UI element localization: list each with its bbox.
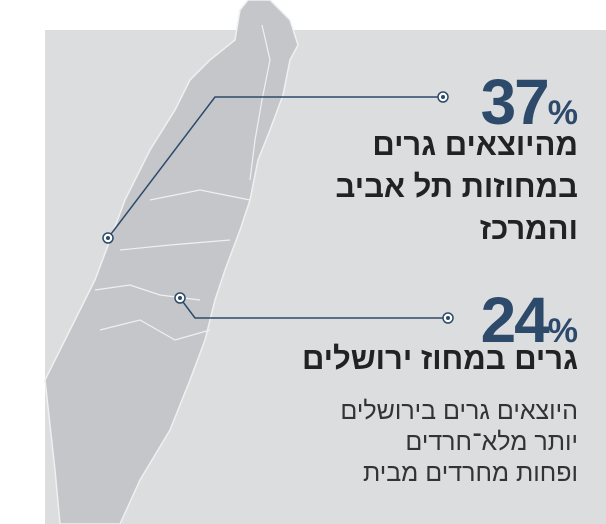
stat-text: מהיוצאים גרים במחוזות תל אביב והמרכז (336, 124, 579, 250)
connector (107, 96, 443, 239)
text-line: מהיוצאים גרים (372, 127, 578, 162)
text-line: במחוזות תל אביב (335, 169, 579, 204)
text-line: גרים במחוז ירושלים (301, 341, 578, 376)
connector (179, 297, 448, 319)
stat-text: גרים במחוז ירושלים (302, 338, 578, 380)
text-line: והמרכז (479, 211, 578, 246)
note-line: ופחות מחרדים מבית (362, 459, 578, 487)
district-borders (94, 24, 271, 341)
number: 24 (480, 284, 550, 356)
unit: % (547, 312, 578, 350)
map (44, 0, 299, 524)
number: 37 (480, 66, 550, 138)
markers (102, 91, 454, 324)
stat-number: 37% (481, 70, 578, 134)
note-line: יותר מלא־חרדים (405, 428, 578, 456)
note: היוצאים גרים בירושלים יותר מלא־חרדים ופח… (340, 396, 578, 489)
note-line: היוצאים גרים בירושלים (340, 397, 578, 425)
unit: % (547, 94, 578, 132)
stat-number: 24% (481, 288, 578, 352)
marker-dots (106, 95, 450, 320)
